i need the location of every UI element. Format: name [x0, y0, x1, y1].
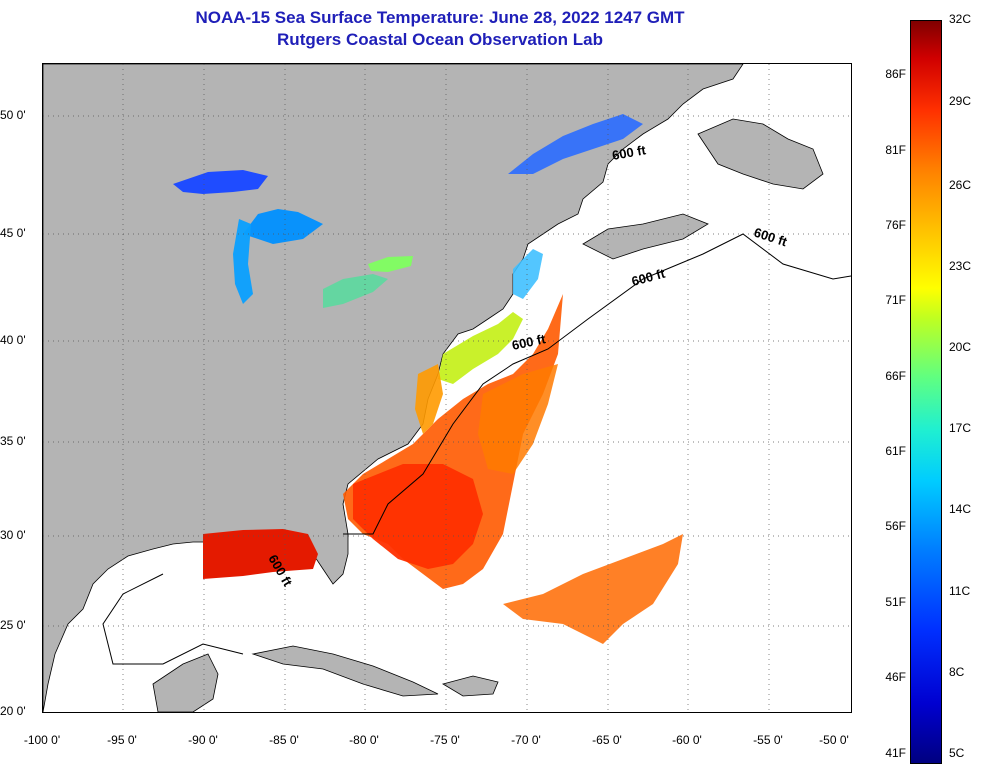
sst-overlay	[173, 114, 683, 644]
celsius-label: 20C	[949, 340, 972, 354]
map-subtitle: Rutgers Coastal Ocean Observation Lab	[277, 30, 603, 49]
yucatan-land	[152, 653, 219, 712]
maritimes-land	[582, 213, 709, 260]
fahrenheit-label: 41F	[885, 746, 906, 760]
latitude-label: 25 0'	[0, 618, 26, 632]
cuba-land	[251, 645, 439, 697]
fahrenheit-label: 61F	[885, 444, 906, 458]
longitude-label: -75 0'	[430, 733, 460, 747]
fahrenheit-label: 51F	[885, 595, 906, 609]
fahrenheit-label: 71F	[885, 293, 906, 307]
contour-label-600ft: 600 ft	[611, 142, 648, 163]
fahrenheit-label: 81F	[885, 143, 906, 157]
latitude-label: 40 0'	[0, 333, 26, 347]
celsius-label: 32C	[949, 12, 972, 26]
longitude-label: -55 0'	[753, 733, 783, 747]
depth-contour	[102, 233, 851, 665]
celsius-label: 8C	[949, 665, 965, 679]
latitude-label: 50 0'	[0, 108, 26, 122]
contour-label-600ft: 600 ft	[752, 225, 790, 250]
longitude-label: -95 0'	[107, 733, 137, 747]
fahrenheit-label: 56F	[885, 519, 906, 533]
newfoundland-land	[697, 118, 824, 190]
celsius-label: 14C	[949, 502, 972, 516]
latitude-label: 20 0'	[0, 704, 26, 718]
latitude-label: 35 0'	[0, 434, 26, 448]
temperature-colorbar	[910, 20, 942, 764]
longitude-label: -85 0'	[269, 733, 299, 747]
celsius-label: 11C	[949, 584, 971, 598]
celsius-label: 26C	[949, 178, 972, 192]
fahrenheit-label: 76F	[885, 218, 906, 232]
longitude-label: -50 0'	[819, 733, 849, 747]
longitude-label: -100 0'	[23, 733, 61, 747]
celsius-label: 23C	[949, 259, 972, 273]
sst-map: 600 ft 600 ft 600 ft 600 ft 600 ft	[42, 63, 852, 713]
north-america-land	[43, 64, 744, 712]
fahrenheit-label: 66F	[885, 369, 906, 383]
celsius-label: 29C	[949, 94, 972, 108]
latitude-label: 30 0'	[0, 528, 26, 542]
longitude-label: -90 0'	[188, 733, 218, 747]
fahrenheit-label: 46F	[885, 670, 906, 684]
longitude-label: -60 0'	[672, 733, 702, 747]
contour-label-600ft: 600 ft	[511, 331, 548, 353]
graticule	[43, 64, 851, 712]
celsius-label: 5C	[949, 746, 965, 760]
celsius-label: 17C	[949, 421, 972, 435]
map-title: NOAA-15 Sea Surface Temperature: June 28…	[195, 8, 685, 27]
fahrenheit-label: 86F	[885, 67, 906, 81]
hispaniola-land	[441, 675, 499, 697]
longitude-label: -70 0'	[511, 733, 541, 747]
contour-label-600ft: 600 ft	[630, 265, 667, 288]
latitude-label: 45 0'	[0, 226, 26, 240]
longitude-label: -80 0'	[349, 733, 379, 747]
longitude-label: -65 0'	[592, 733, 622, 747]
